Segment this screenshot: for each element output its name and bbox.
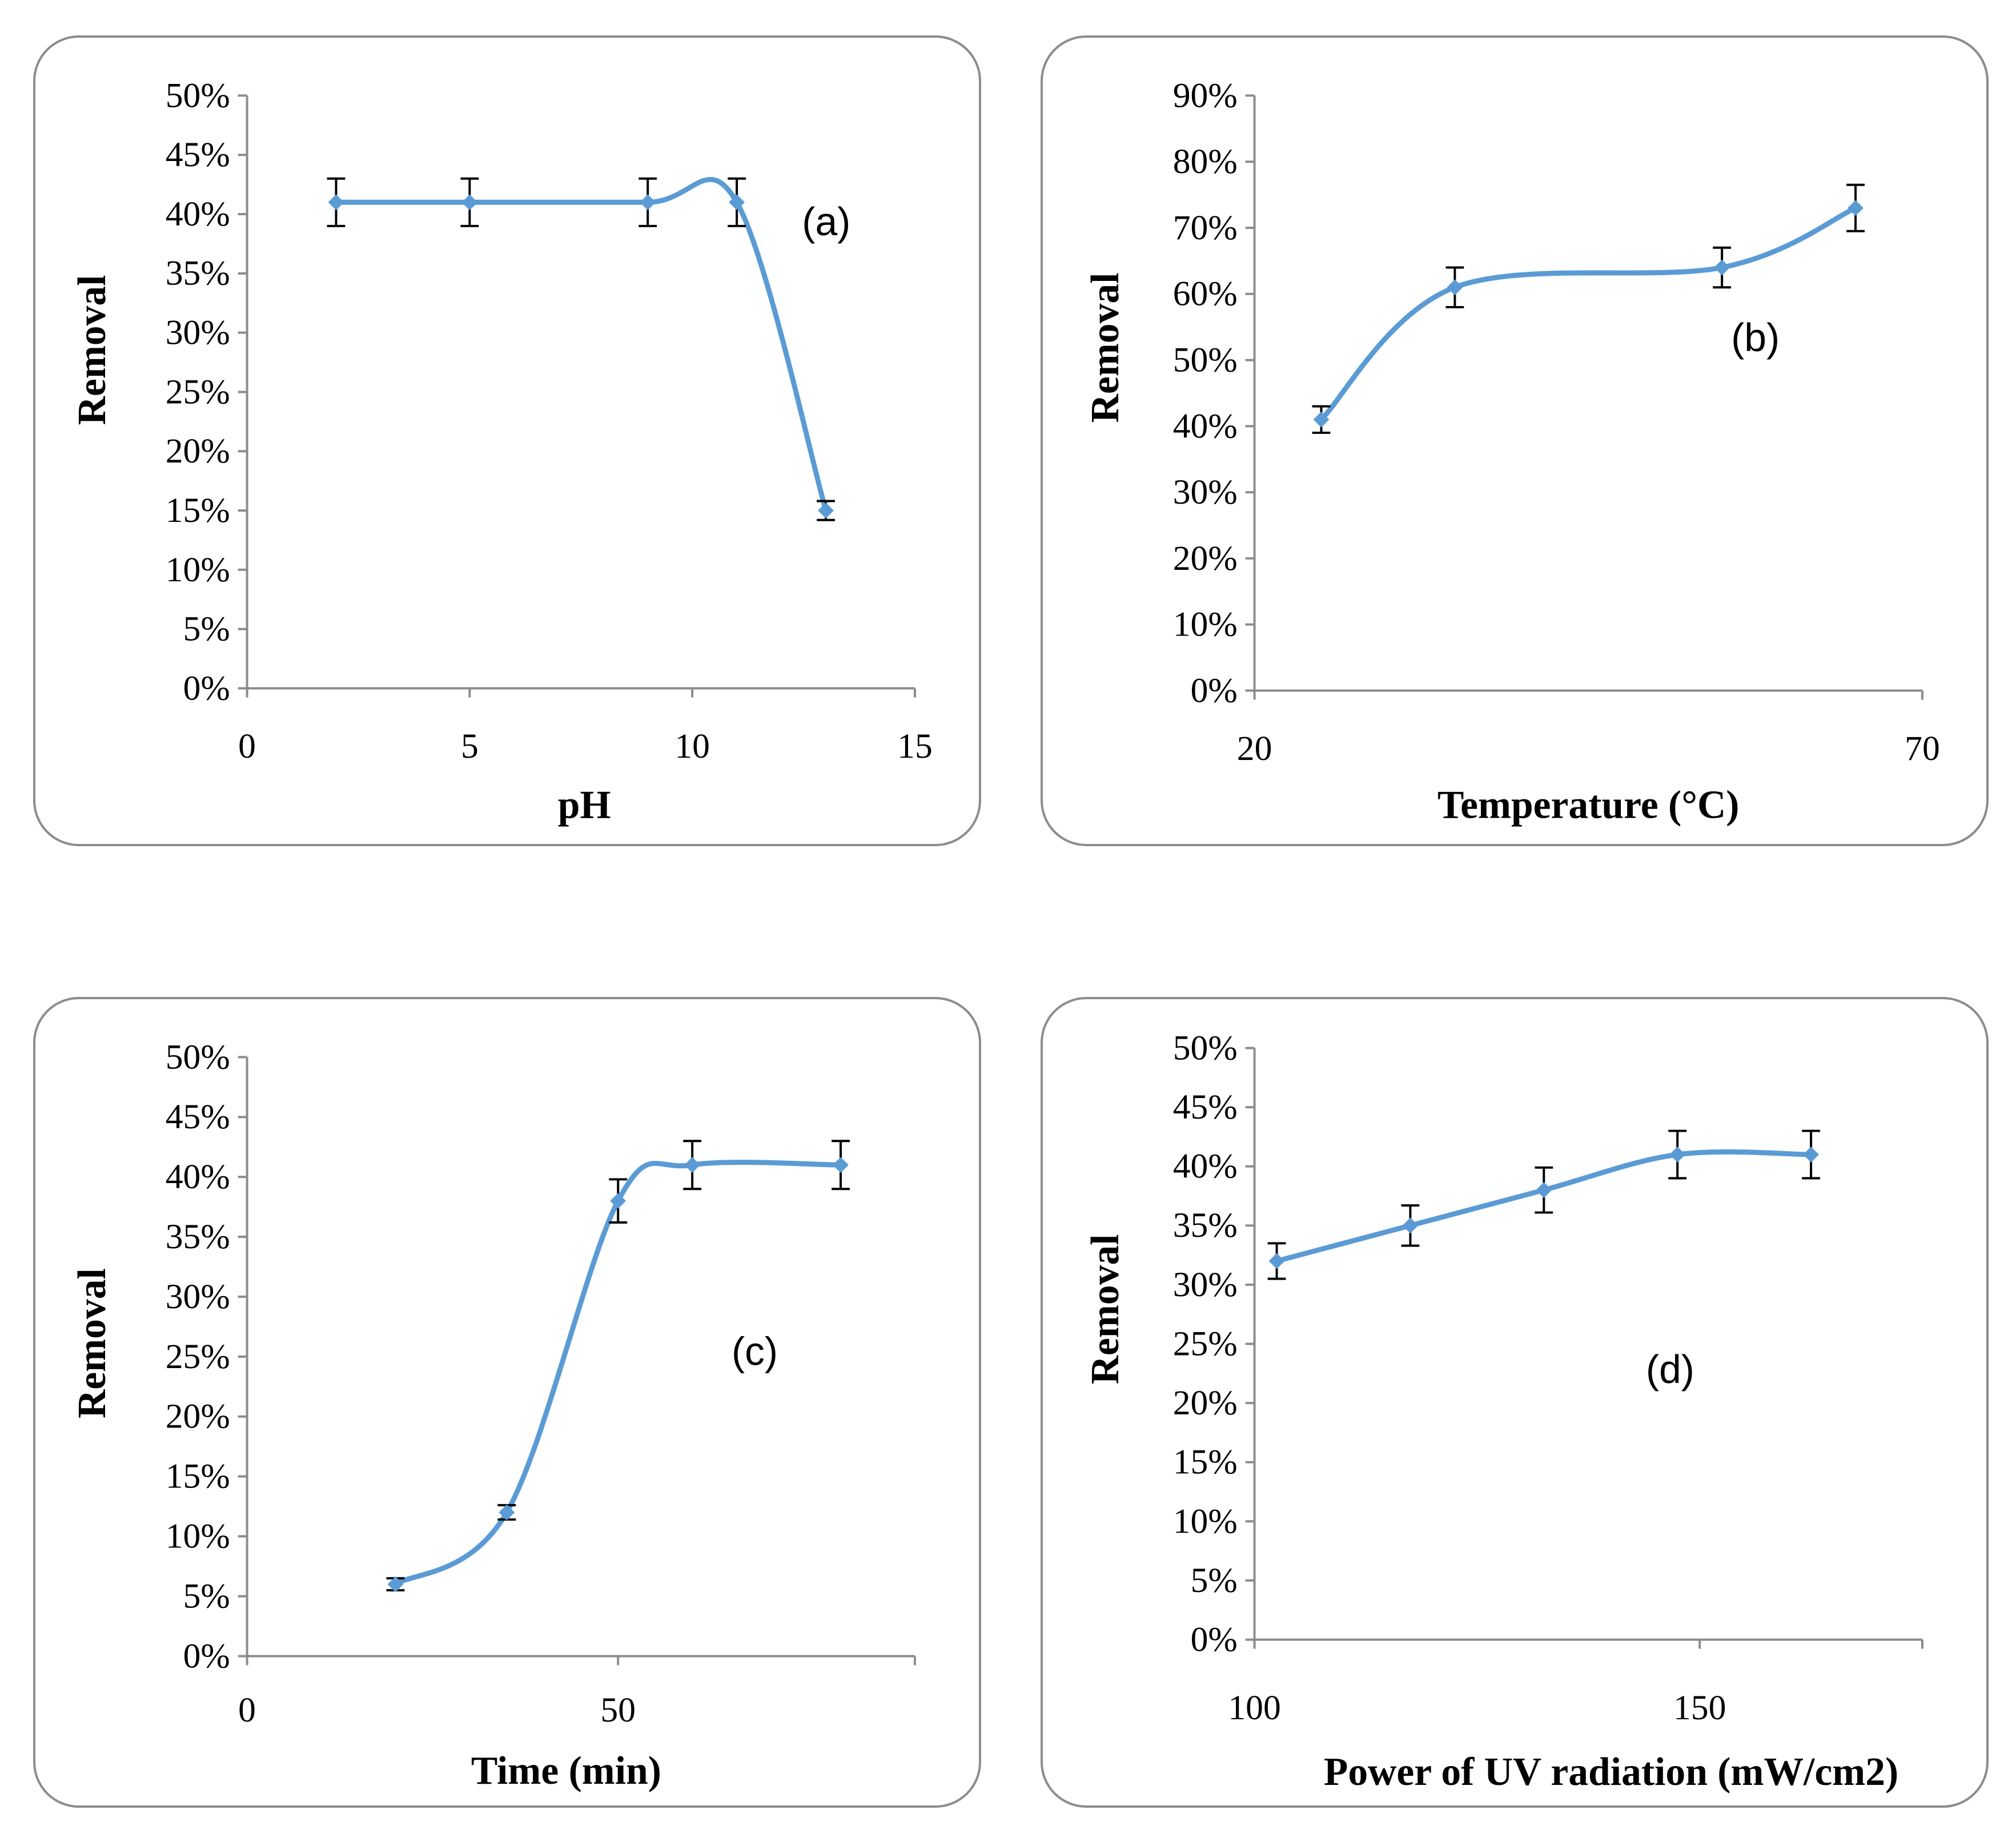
chart-c-x-axis-title: Time (min) <box>471 1749 661 1793</box>
chart-c-panel-annotation: (c) <box>732 1329 778 1373</box>
chart-a-x-tick-label: 15 <box>897 727 933 766</box>
chart-c-y-tick-label: 40% <box>166 1157 230 1196</box>
chart-a-y-tick-label: 25% <box>166 372 230 411</box>
chart-a-y-tick-label: 5% <box>183 610 230 649</box>
chart-c-y-tick-label: 50% <box>166 1037 230 1076</box>
chart-c-svg: 0% 5% 10% 15% 20% 25% 30% 35% 40% 45% 50% 0 50 Time (… <box>70 1037 916 1793</box>
chart-a-data-point <box>328 194 344 211</box>
chart-a-series-line <box>334 176 829 513</box>
chart-d-data-point <box>1402 1217 1419 1234</box>
chart-b-y-tick-label: 40% <box>1173 407 1238 445</box>
chart-d-panel-annotation: (d) <box>1646 1347 1694 1391</box>
chart-d-y-tick-label: 10% <box>1173 1502 1238 1541</box>
chart-a-y-tick-label: 10% <box>166 550 230 589</box>
chart-d-y-tick-label: 50% <box>1173 1028 1238 1067</box>
chart-a-svg: 0% 5% 10% 15% 20% 25% 30% 35% 40% 45% 50% 0 5 10 15 pH R… <box>70 76 933 827</box>
chart-a-data-point <box>818 502 834 519</box>
chart-d-y-tick-label: 40% <box>1173 1147 1238 1186</box>
chart-d-data-point <box>1803 1147 1819 1163</box>
chart-b-y-tick-label: 90% <box>1173 76 1238 115</box>
chart-d-y-tick-label: 45% <box>1173 1088 1238 1127</box>
chart-b-y-tick-label: 50% <box>1173 340 1238 379</box>
chart-c-y-tick-label: 45% <box>166 1097 230 1136</box>
chart-a-y-tick-label: 45% <box>166 135 230 174</box>
chart-c-y-tick-label: 25% <box>166 1337 230 1376</box>
chart-b-x-tick-label: 20 <box>1237 729 1272 768</box>
chart-d-x-axis-title: Power of UV radiation (mW/cm2) <box>1324 1750 1898 1794</box>
chart-b-y-tick-label: 70% <box>1173 208 1238 247</box>
chart-d-data-point <box>1268 1253 1285 1269</box>
chart-d-svg: 0% 5% 10% 15% 20% 25% 30% 35% 40% 45% 50% 100 150 Pow… <box>1083 1028 1923 1794</box>
chart-c-y-axis-title: Removal <box>70 1268 114 1418</box>
chart-d-data-point <box>1669 1147 1686 1163</box>
chart-b-y-axis-title: Removal <box>1083 272 1127 423</box>
chart-a-y-tick-label: 20% <box>166 432 230 470</box>
chart-a-x-tick-label: 10 <box>674 727 710 766</box>
chart-c-y-tick-label: 5% <box>183 1576 230 1615</box>
chart-b-y-tick-label: 60% <box>1173 275 1238 313</box>
chart-b-y-tick-label: 80% <box>1173 142 1238 181</box>
chart-b-x-tick-label: 70 <box>1905 729 1940 768</box>
chart-b-data-point <box>1714 259 1730 276</box>
chart-d-y-tick-label: 20% <box>1173 1383 1238 1422</box>
chart-d-y-axis-title: Removal <box>1083 1234 1127 1384</box>
chart-b-y-tick-label: 10% <box>1173 605 1238 644</box>
chart-c-data-point <box>833 1157 849 1173</box>
chart-d-y-tick-label: 0% <box>1191 1620 1238 1659</box>
chart-a-y-tick-label: 0% <box>183 669 230 707</box>
chart-a-y-axis-title: Removal <box>70 275 114 425</box>
chart-d-x-tick-label: 100 <box>1228 1688 1280 1727</box>
chart-c-y-tick-label: 30% <box>166 1277 230 1316</box>
chart-c-y-tick-label: 15% <box>166 1457 230 1496</box>
chart-b-panel-annotation: (b) <box>1731 315 1780 360</box>
chart-d-y-tick-label: 35% <box>1173 1206 1238 1245</box>
chart-a-x-axis-title: pH <box>558 783 611 827</box>
chart-c-x-tick-label: 50 <box>600 1691 636 1730</box>
chart-a-y-tick-label: 40% <box>166 195 230 234</box>
chart-c-y-tick-label: 10% <box>166 1517 230 1556</box>
chart-b-y-tick-label: 0% <box>1191 671 1238 710</box>
chart-a-data-point <box>461 194 478 211</box>
chart-d-y-tick-label: 30% <box>1173 1265 1238 1304</box>
chart-a-data-point <box>729 194 745 211</box>
chart-a-data-point <box>640 194 656 211</box>
chart-a-y-tick-label: 15% <box>166 491 230 530</box>
chart-b-series-line <box>1319 205 1858 423</box>
chart-panel-d: 0% 5% 10% 15% 20% 25% 30% 35% 40% 45% 50% 100 150 Pow… <box>1041 997 1989 1808</box>
chart-panel-c: 0% 5% 10% 15% 20% 25% 30% 35% 40% 45% 50% 0 50 Time (… <box>33 997 981 1808</box>
chart-panel-b: 0% 10% 20% 30% 40% 50% 60% 70% 80% 90% 20 70 Tempera… <box>1041 35 1989 846</box>
chart-c-y-tick-label: 35% <box>166 1217 230 1256</box>
chart-a-x-tick-label: 5 <box>461 727 479 766</box>
chart-a-y-tick-label: 50% <box>166 76 230 115</box>
chart-b-data-point <box>1447 279 1463 296</box>
chart-d-data-point <box>1536 1182 1552 1198</box>
chart-a-y-tick-label: 30% <box>166 313 230 352</box>
chart-b-y-tick-label: 30% <box>1173 473 1238 512</box>
chart-a-x-tick-label: 0 <box>238 727 256 766</box>
chart-d-y-tick-label: 15% <box>1173 1443 1238 1482</box>
chart-a-panel-annotation: (a) <box>802 199 850 244</box>
chart-panel-a: 0% 5% 10% 15% 20% 25% 30% 35% 40% 45% 50% 0 5 10 15 pH R… <box>33 35 981 846</box>
chart-d-y-tick-label: 25% <box>1173 1324 1238 1363</box>
chart-d-y-tick-label: 5% <box>1191 1561 1238 1600</box>
chart-a-y-tick-label: 35% <box>166 254 230 293</box>
chart-c-data-point <box>684 1157 701 1173</box>
chart-c-y-tick-label: 0% <box>183 1636 230 1675</box>
chart-c-y-tick-label: 20% <box>166 1397 230 1436</box>
chart-b-data-point <box>1848 200 1864 216</box>
chart-b-y-tick-label: 20% <box>1173 539 1238 578</box>
chart-b-x-axis-title: Temperature (°C) <box>1437 783 1739 827</box>
chart-c-series-line <box>392 1160 844 1587</box>
chart-b-svg: 0% 10% 20% 30% 40% 50% 60% 70% 80% 90% 20 70 Tempera… <box>1083 76 1940 827</box>
chart-d-x-tick-label: 150 <box>1673 1688 1726 1727</box>
chart-c-x-tick-label: 0 <box>238 1691 256 1730</box>
